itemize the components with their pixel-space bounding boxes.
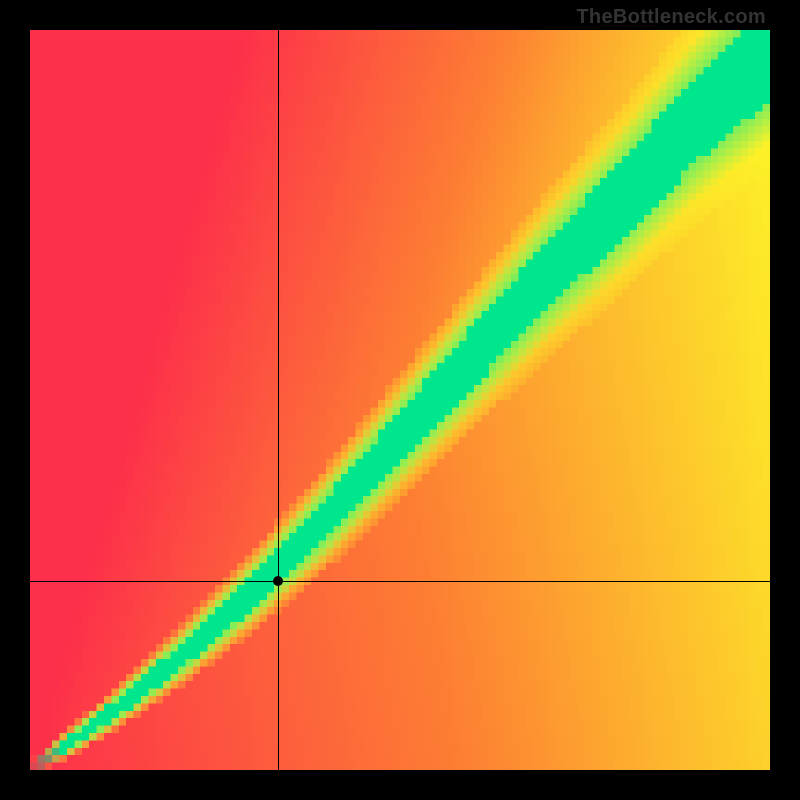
crosshair-horizontal xyxy=(30,581,770,582)
data-point-marker xyxy=(273,576,283,586)
heatmap-canvas xyxy=(30,30,770,770)
crosshair-vertical xyxy=(278,30,279,770)
watermark-text: TheBottleneck.com xyxy=(576,6,766,29)
heatmap-plot xyxy=(30,30,770,770)
